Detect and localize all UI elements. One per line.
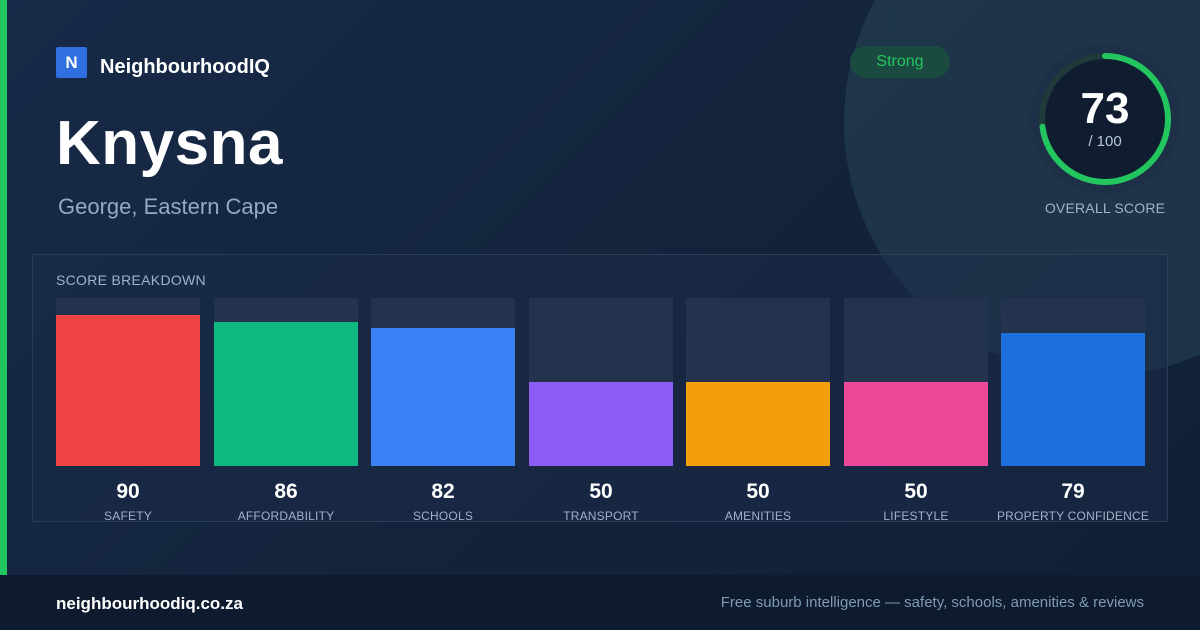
overall-score-ring [1030,44,1180,194]
score-ring-core [1043,57,1167,181]
bar-track [1001,298,1145,466]
score-ring-progress [1039,53,1171,185]
bar-value: 50 [904,480,928,503]
bar-value: 86 [274,480,298,503]
footer-domain-link[interactable]: neighbourhoodiq.co.za [56,594,243,613]
bar-track [844,298,988,466]
overall-score-caption: OVERALL SCORE [1044,200,1166,216]
score-breakdown-panel: SCORE BREAKDOWN 90 SAFETY 86 AFFORDABILITY 8… [32,254,1168,523]
bar-label: SAFETY [104,509,152,523]
bar-fill [214,322,358,466]
bar-track [529,298,673,466]
bar-fill [686,382,830,466]
bar-fill [56,315,200,466]
suburb-location: George, Eastern Cape [58,194,279,219]
footer: neighbourhoodiq.co.za Free suburb intell… [0,575,1200,630]
bar-track [371,298,515,466]
bar-track [686,298,830,466]
overall-score-max: / 100 [1088,133,1122,150]
bar-value: 90 [116,480,140,503]
overall-score-value: 73 [1080,84,1130,133]
suburb-title: Knysna [56,109,283,178]
footer-tagline: Free suburb intelligence — safety, schoo… [720,594,1144,611]
brand-name: NeighbourhoodIQ [100,56,270,78]
brand[interactable]: N NeighbourhoodIQ [56,46,270,79]
brand-logo-icon: N [56,47,87,78]
bar-label: AMENITIES [724,509,792,523]
bar-track [214,298,358,466]
bar-fill [844,382,988,466]
bar-value: 50 [589,480,613,503]
breakdown-title: SCORE BREAKDOWN [56,272,206,288]
bar-value: 50 [746,480,770,503]
bar-value: 82 [431,480,455,503]
bar-label: LIFESTYLE [883,509,949,523]
accent-strip [0,0,7,575]
rating-badge: Strong [850,46,950,78]
bar-fill [371,328,515,466]
bar-value: 79 [1061,480,1085,503]
bar-fill [529,382,673,466]
bar-fill [1001,333,1145,466]
bar-label: PROPERTY CONFIDENCE [996,509,1150,523]
bar-label: SCHOOLS [412,509,474,523]
bar-label: AFFORDABILITY [237,509,335,523]
bar-track [56,298,200,466]
bar-label: TRANSPORT [563,509,639,523]
